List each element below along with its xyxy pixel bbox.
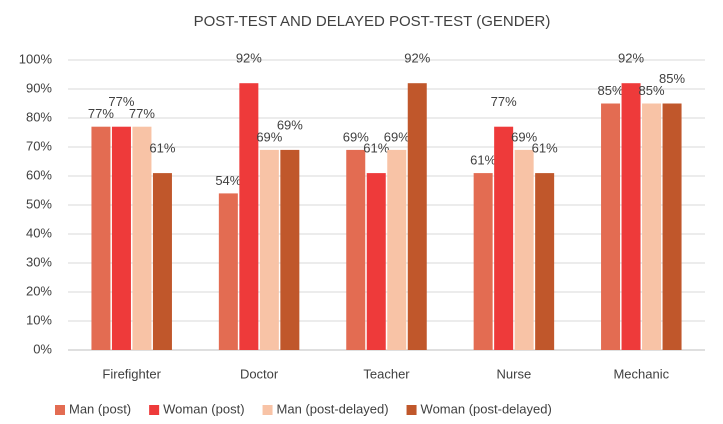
legend-label: Man (post) bbox=[69, 401, 131, 416]
y-tick-label: 0% bbox=[33, 341, 52, 356]
data-label: 69% bbox=[343, 129, 369, 144]
y-tick-label: 70% bbox=[26, 138, 52, 153]
legend-swatch bbox=[406, 405, 417, 415]
legend-swatch bbox=[55, 405, 65, 415]
bar bbox=[111, 126, 131, 350]
data-label: 61% bbox=[149, 141, 175, 156]
data-label: 77% bbox=[129, 106, 155, 121]
legend-swatch bbox=[149, 405, 160, 415]
bar bbox=[280, 149, 300, 350]
bar bbox=[662, 103, 682, 350]
x-tick-label: Nurse bbox=[497, 366, 532, 381]
bar bbox=[366, 173, 386, 350]
bar bbox=[473, 173, 493, 350]
bar bbox=[387, 149, 407, 350]
data-label: 92% bbox=[236, 51, 262, 66]
y-tick-label: 20% bbox=[26, 283, 52, 298]
y-tick-label: 90% bbox=[26, 80, 52, 95]
y-tick-label: 10% bbox=[26, 312, 52, 327]
data-label: 61% bbox=[363, 141, 389, 156]
bar bbox=[91, 126, 111, 350]
x-tick-label: Teacher bbox=[363, 366, 410, 381]
chart-title: POST-TEST AND DELAYED POST-TEST (GENDER) bbox=[194, 13, 551, 30]
legend-label: Man (post-delayed) bbox=[277, 401, 389, 416]
bar bbox=[621, 83, 641, 350]
data-label: 69% bbox=[277, 117, 303, 132]
bar bbox=[407, 83, 427, 350]
data-label: 85% bbox=[598, 83, 624, 98]
data-label: 54% bbox=[215, 173, 241, 188]
bar bbox=[494, 126, 514, 350]
y-tick-label: 50% bbox=[26, 196, 52, 211]
y-tick-label: 100% bbox=[19, 51, 53, 66]
bar bbox=[346, 149, 366, 350]
data-label: 92% bbox=[404, 51, 430, 66]
legend-swatch bbox=[262, 405, 273, 415]
bar bbox=[218, 193, 238, 350]
x-tick-label: Mechanic bbox=[613, 366, 669, 381]
data-label: 77% bbox=[491, 94, 517, 109]
bar bbox=[152, 173, 172, 350]
data-label: 85% bbox=[639, 83, 665, 98]
data-label: 77% bbox=[88, 106, 114, 121]
data-label: 69% bbox=[256, 129, 282, 144]
data-label: 69% bbox=[384, 129, 410, 144]
legend-label: Woman (post-delayed) bbox=[421, 401, 552, 416]
y-tick-label: 80% bbox=[26, 109, 52, 124]
bar bbox=[601, 103, 621, 350]
data-label: 77% bbox=[108, 94, 134, 109]
bar bbox=[132, 126, 152, 350]
y-tick-label: 60% bbox=[26, 167, 52, 182]
y-tick-label: 40% bbox=[26, 225, 52, 240]
data-label: 61% bbox=[532, 141, 558, 156]
x-tick-label: Firefighter bbox=[102, 366, 161, 381]
data-label: 92% bbox=[618, 51, 644, 66]
bar bbox=[259, 149, 279, 350]
data-label: 61% bbox=[470, 153, 496, 168]
legend-label: Woman (post) bbox=[163, 401, 244, 416]
data-label: 85% bbox=[659, 71, 685, 86]
bar bbox=[239, 83, 259, 350]
bar bbox=[514, 149, 534, 350]
bar bbox=[535, 173, 555, 350]
x-tick-label: Doctor bbox=[240, 366, 279, 381]
data-label: 69% bbox=[511, 129, 537, 144]
bar bbox=[642, 103, 662, 350]
y-tick-label: 30% bbox=[26, 254, 52, 269]
